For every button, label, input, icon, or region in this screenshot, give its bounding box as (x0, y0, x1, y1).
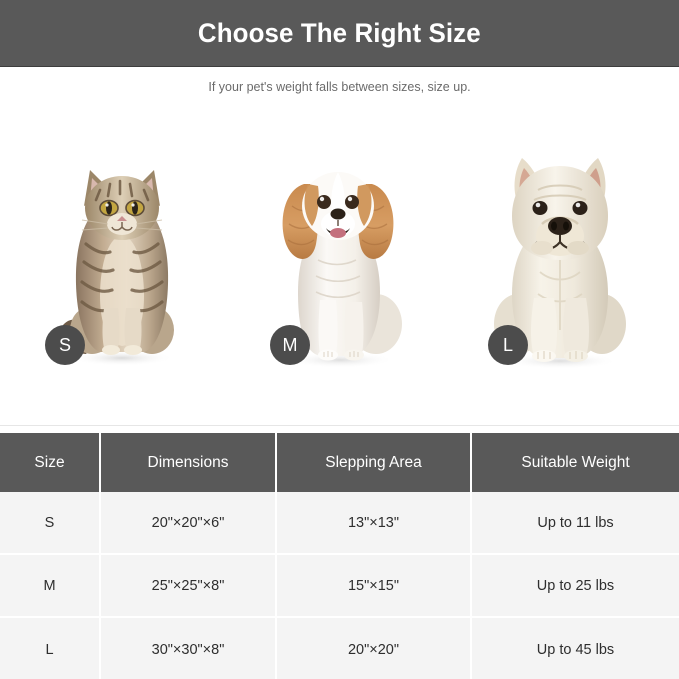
cell-suitable-weight: Up to 45 lbs (536, 641, 615, 658)
header-banner: Choose The Right Size (0, 0, 679, 67)
column-header-size: Size (0, 433, 101, 492)
size-badge-medium: M (270, 325, 310, 365)
page-title: Choose The Right Size (198, 17, 481, 48)
pet-showcase (0, 110, 679, 425)
cell-dimensions: 20"×20"×6" (101, 492, 277, 553)
cell-suitable-weight: Up to 11 lbs (537, 514, 614, 531)
column-header-dimensions: Dimensions (101, 433, 277, 492)
pet-slot-large (474, 140, 646, 370)
cell-size: M (0, 555, 101, 616)
table-row: L 30"×30"×8" 20"×20" Up to 45 lbs (0, 618, 679, 679)
cell-suitable-weight: Up to 25 lbs (536, 577, 615, 594)
pet-slot-small (34, 140, 209, 370)
pet-slot-medium (256, 140, 421, 370)
cell-sleeping-area: 13"×13" (277, 492, 472, 553)
table-row: S 20"×20"×6" 13"×13" Up to 11 lbs (0, 492, 679, 555)
size-badge-large: L (488, 325, 528, 365)
tabby-cat-image (58, 170, 174, 366)
spaniel-dog-image (282, 172, 402, 368)
subtitle-note: If your pet's weight falls between sizes… (208, 80, 471, 94)
column-header-sleeping-area: Slepping Area (277, 433, 472, 492)
cell-size: L (0, 618, 101, 679)
cell-dimensions: 30"×30"×8" (101, 618, 277, 679)
cell-dimensions: 25"×25"×8" (101, 555, 277, 616)
size-chart-table: Size Dimensions Slepping Area Suitable W… (0, 425, 679, 679)
table-row: M 25"×25"×8" 15"×15" Up to 25 lbs (0, 555, 679, 618)
cell-size: S (0, 492, 101, 553)
column-header-suitable-weight: Suitable Weight (521, 453, 630, 471)
table-header-row: Size Dimensions Slepping Area Suitable W… (0, 433, 679, 492)
cell-sleeping-area: 20"×20" (277, 618, 472, 679)
cell-sleeping-area: 15"×15" (277, 555, 472, 616)
french-bulldog-image (494, 158, 626, 369)
size-badge-small: S (45, 325, 85, 365)
